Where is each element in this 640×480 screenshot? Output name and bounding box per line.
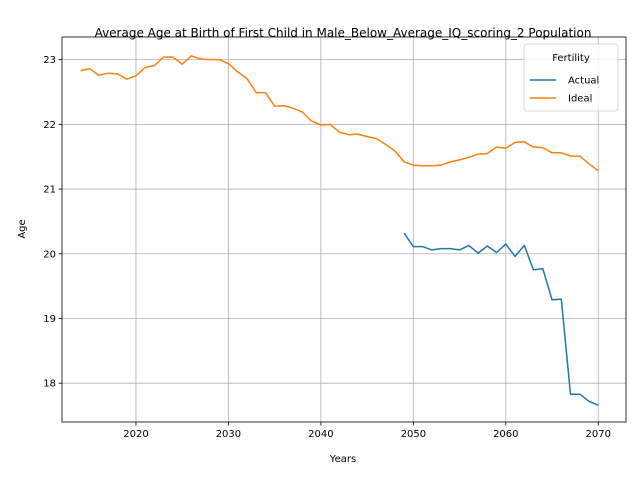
x-axis-ticks: 2020 2030 2040 2050 2060 2070 xyxy=(123,422,611,440)
legend-label-actual: Actual xyxy=(568,76,599,87)
y-axis-ticks: 18 19 20 21 22 23 xyxy=(43,55,62,390)
series-line-actual xyxy=(403,232,599,406)
x-axis-label: Years xyxy=(329,454,356,465)
grid xyxy=(62,37,626,422)
x-tick-label: 2020 xyxy=(123,429,148,440)
chart-title: Average Age at Birth of First Child in M… xyxy=(95,26,592,40)
legend-entries: Actual Ideal xyxy=(530,76,599,105)
y-tick-label: 22 xyxy=(43,120,56,131)
legend-label-ideal: Ideal xyxy=(568,94,592,105)
legend-title: Fertility xyxy=(552,53,590,64)
series-line-ideal xyxy=(80,55,599,172)
x-tick-label: 2050 xyxy=(401,429,426,440)
y-tick-label: 20 xyxy=(43,249,56,260)
y-tick-label: 19 xyxy=(43,314,56,325)
legend-box xyxy=(523,43,619,112)
x-tick-label: 2060 xyxy=(493,429,518,440)
legend: Fertility Actual Ideal xyxy=(523,43,619,112)
plot-frame xyxy=(61,36,627,423)
y-tick-label: 18 xyxy=(43,379,56,390)
y-tick-label: 21 xyxy=(43,185,56,196)
y-tick-label: 23 xyxy=(43,55,56,66)
y-axis-label: Age xyxy=(17,219,28,238)
series-lines xyxy=(80,55,599,406)
x-tick-label: 2030 xyxy=(216,429,241,440)
x-tick-label: 2040 xyxy=(308,429,333,440)
x-tick-label: 2070 xyxy=(586,429,611,440)
